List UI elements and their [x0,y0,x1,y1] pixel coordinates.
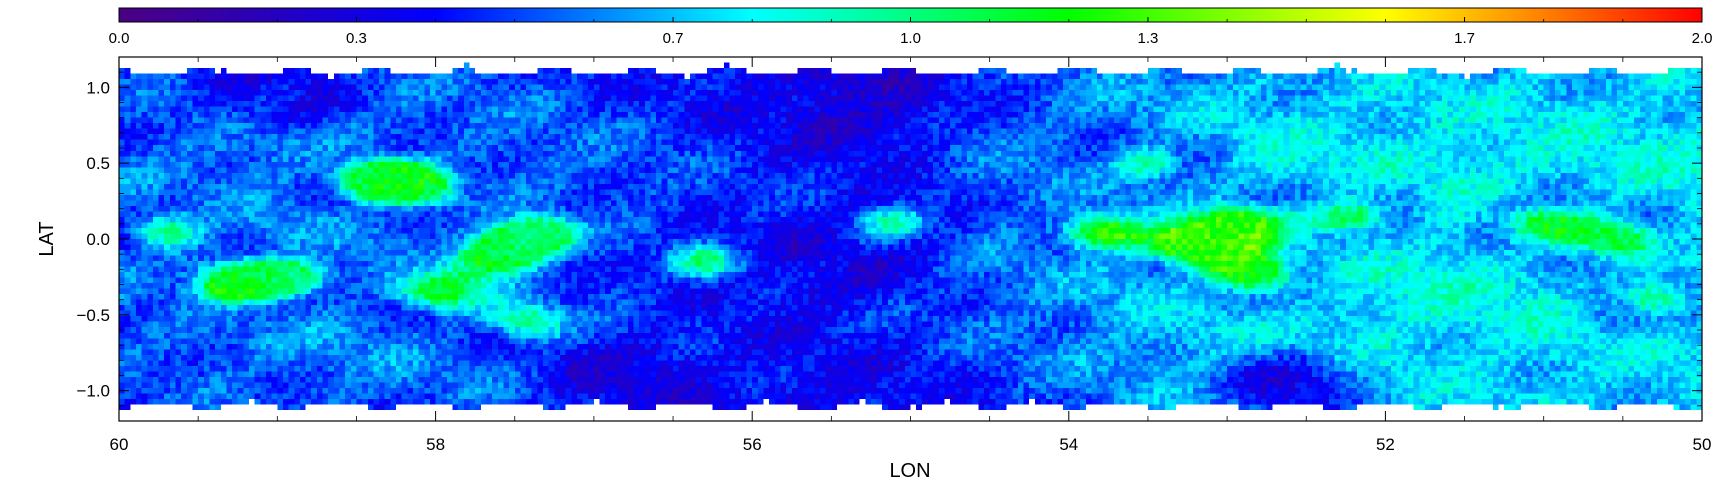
y-tick-label: 0.5 [86,154,110,173]
y-tick-label: −0.5 [76,306,110,325]
x-axis-ticks [118,57,1703,421]
x-tick-label: 52 [1376,435,1395,454]
colorbar: 0.0 0.3 0.7 1.0 1.3 1.7 2.0 [109,7,1713,47]
colorbar-tick-label: 2.0 [1692,30,1713,47]
colorbar-tick-label: 1.3 [1138,30,1159,47]
colorbar-ticks [118,17,1703,22]
y-axis-ticks [119,71,1702,407]
heatmap-image [119,57,1702,421]
colorbar-labels: 0.0 0.3 0.7 1.0 1.3 1.7 2.0 [109,30,1713,47]
colorbar-tick-label: 0.7 [663,30,684,47]
y-axis-title: LAT [36,221,58,256]
x-tick-label: 56 [743,435,762,454]
x-tick-label: 60 [110,435,129,454]
y-tick-label: −1.0 [76,382,110,401]
colorbar-tick-label: 0.0 [109,30,130,47]
heatmap-area [119,57,1702,421]
colorbar-tick-label: 1.0 [900,30,921,47]
y-axis-tick-labels: 1.0 0.5 0.0 −0.5 −1.0 [76,78,110,400]
colorbar-tick-label: 1.7 [1454,30,1475,47]
y-tick-label: 1.0 [86,78,110,97]
x-tick-label: 58 [426,435,445,454]
x-axis-tick-labels: 60 58 56 54 52 50 [110,435,1712,454]
colorbar-tick-label: 0.3 [346,30,367,47]
x-tick-label: 54 [1059,435,1078,454]
x-tick-label: 50 [1693,435,1712,454]
y-tick-label: 0.0 [86,230,110,249]
x-axis-title: LON [889,460,930,482]
